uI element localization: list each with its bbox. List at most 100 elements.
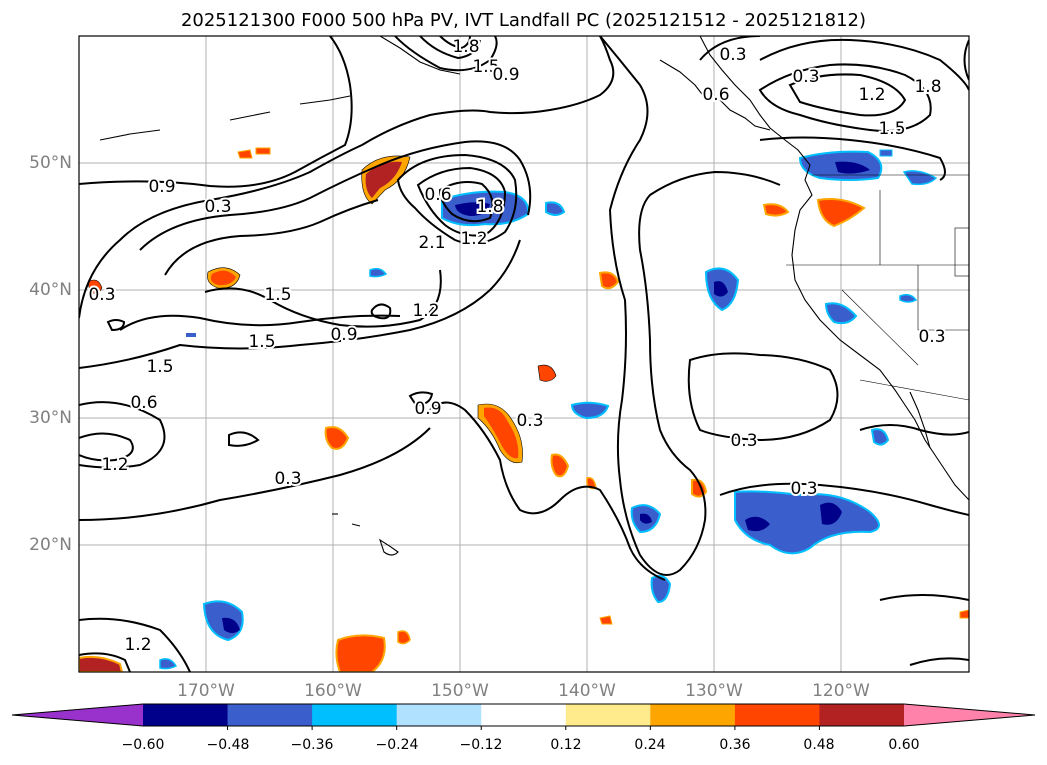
colorbar-tick-label: 0.24 xyxy=(634,737,666,753)
lon-label: 170°W xyxy=(177,681,235,701)
ivt-positive-patch xyxy=(324,426,350,450)
colorbar-segment xyxy=(396,704,482,726)
ivt-positive-patch xyxy=(959,609,969,619)
colorbar-tick-label: 0.60 xyxy=(888,737,920,753)
contour-label: 1.2 xyxy=(124,635,151,655)
contour-label: 1.5 xyxy=(146,357,173,377)
ivt-positive-patch xyxy=(599,615,613,625)
pv-contours xyxy=(79,36,969,672)
colorbar-extend-low xyxy=(12,704,143,726)
contour-label: 1.8 xyxy=(452,37,479,57)
ivt-negative-patch xyxy=(714,281,728,297)
contour-label: 1.8 xyxy=(914,77,941,97)
lon-label: 150°W xyxy=(431,681,489,701)
ivt-shading xyxy=(79,147,969,672)
gridlines xyxy=(79,36,969,672)
colorbar-tick-label: −0.36 xyxy=(290,737,334,753)
colorbar-segment xyxy=(143,704,229,726)
lon-label: 120°W xyxy=(812,681,870,701)
contour-label: 0.3 xyxy=(516,411,543,431)
lon-label: 140°W xyxy=(558,681,616,701)
ivt-negative-patch xyxy=(745,516,770,532)
ivt-negative-patch xyxy=(902,170,938,186)
contour-label: 1.8 xyxy=(476,197,503,217)
ivt-positive-patch xyxy=(816,198,866,228)
contour-label: 0.6 xyxy=(702,85,729,105)
ivt-negative-patch xyxy=(734,490,880,555)
contour-labels: 1.8 1.5 0.9 0.3 0.6 1.2 1.8 1.5 0.9 0.3 … xyxy=(86,36,947,657)
ivt-negative-patch xyxy=(159,658,178,670)
ivt-negative-patch xyxy=(879,149,893,157)
ivt-negative-patch xyxy=(899,293,918,303)
colorbar-segment xyxy=(734,704,820,726)
ivt-negative-patch xyxy=(369,267,388,278)
colorbar-outline xyxy=(11,703,1036,727)
contour-label: 0.3 xyxy=(88,285,115,305)
contour-label: 0.3 xyxy=(204,197,231,217)
contour-label: 1.2 xyxy=(460,229,487,249)
ivt-negative-patch xyxy=(570,401,610,420)
ivt-negative-patch xyxy=(222,617,240,633)
ivt-positive-patch xyxy=(762,203,790,217)
ivt-positive-patch xyxy=(537,364,557,382)
ivt-negative-patch xyxy=(820,502,842,525)
contour-label: 1.5 xyxy=(472,57,499,77)
colorbar-segment xyxy=(312,704,398,726)
lon-label: 130°W xyxy=(685,681,743,701)
contour-label: 0.3 xyxy=(792,67,819,87)
contour-label: 0.9 xyxy=(492,65,519,85)
contour-label: 1.2 xyxy=(412,301,439,321)
contour-label: 1.2 xyxy=(101,455,128,475)
colorbar-segment xyxy=(565,704,651,726)
lon-label: 160°W xyxy=(304,681,362,701)
colorbar-tick-label: 0.48 xyxy=(803,737,835,753)
ivt-negative-patch xyxy=(640,513,652,524)
colorbar-tick-label: 0.12 xyxy=(550,737,582,753)
contour-label: 0.3 xyxy=(918,327,945,347)
ivt-positive-patch xyxy=(237,149,253,159)
colorbar-tick-label: 0.36 xyxy=(719,737,751,753)
contour-label: 0.3 xyxy=(719,45,746,65)
ivt-positive-patch xyxy=(550,453,570,478)
lat-label: 40°N xyxy=(29,280,72,300)
ivt-positive-patch xyxy=(255,147,271,155)
colorbar-tick-label: −0.24 xyxy=(375,737,419,753)
contour-label: 0.9 xyxy=(414,399,441,419)
lat-label: 50°N xyxy=(29,153,72,173)
ivt-positive-patch xyxy=(87,279,103,294)
colorbar-tick-label: −0.48 xyxy=(206,737,250,753)
colorbar-segment xyxy=(227,704,313,726)
ivt-positive-patch xyxy=(335,634,386,672)
contour-label: 0.9 xyxy=(148,177,175,197)
colorbar-tick-label: −0.60 xyxy=(121,737,165,753)
colorbar-segment xyxy=(819,704,905,726)
contour-label: 1.5 xyxy=(878,119,905,139)
ivt-positive-patch xyxy=(397,630,411,645)
contour-label: 1.2 xyxy=(858,85,885,105)
ivt-negative-patch xyxy=(824,302,858,325)
ivt-negative-patch xyxy=(835,161,870,174)
ivt-negative-patch xyxy=(545,201,566,216)
colorbar-segment xyxy=(481,704,567,726)
colorbar-extend-high xyxy=(904,704,1035,726)
ivt-negative-patch xyxy=(455,202,490,216)
contour-label: 1.5 xyxy=(264,285,291,305)
colorbar-tick-label: −0.12 xyxy=(459,737,503,753)
ivt-negative-patch xyxy=(650,575,672,604)
contour-label: 2.1 xyxy=(418,233,445,253)
ivt-positive-patch xyxy=(210,270,236,286)
coastlines xyxy=(99,36,969,556)
map-title: 2025121300 F000 500 hPa PV, IVT Landfall… xyxy=(180,10,867,31)
contour-label: 0.3 xyxy=(274,469,301,489)
ivt-positive-patch xyxy=(365,161,402,198)
contour-label: 0.6 xyxy=(130,393,157,413)
contour-label: 0.3 xyxy=(790,479,817,499)
ivt-positive-patch xyxy=(484,407,519,459)
colorbar xyxy=(11,703,1036,730)
ivt-positive-patch xyxy=(79,655,124,672)
contour-label: 0.9 xyxy=(330,325,357,345)
lat-label: 30°N xyxy=(29,408,72,428)
contour-label: 0.3 xyxy=(730,431,757,451)
